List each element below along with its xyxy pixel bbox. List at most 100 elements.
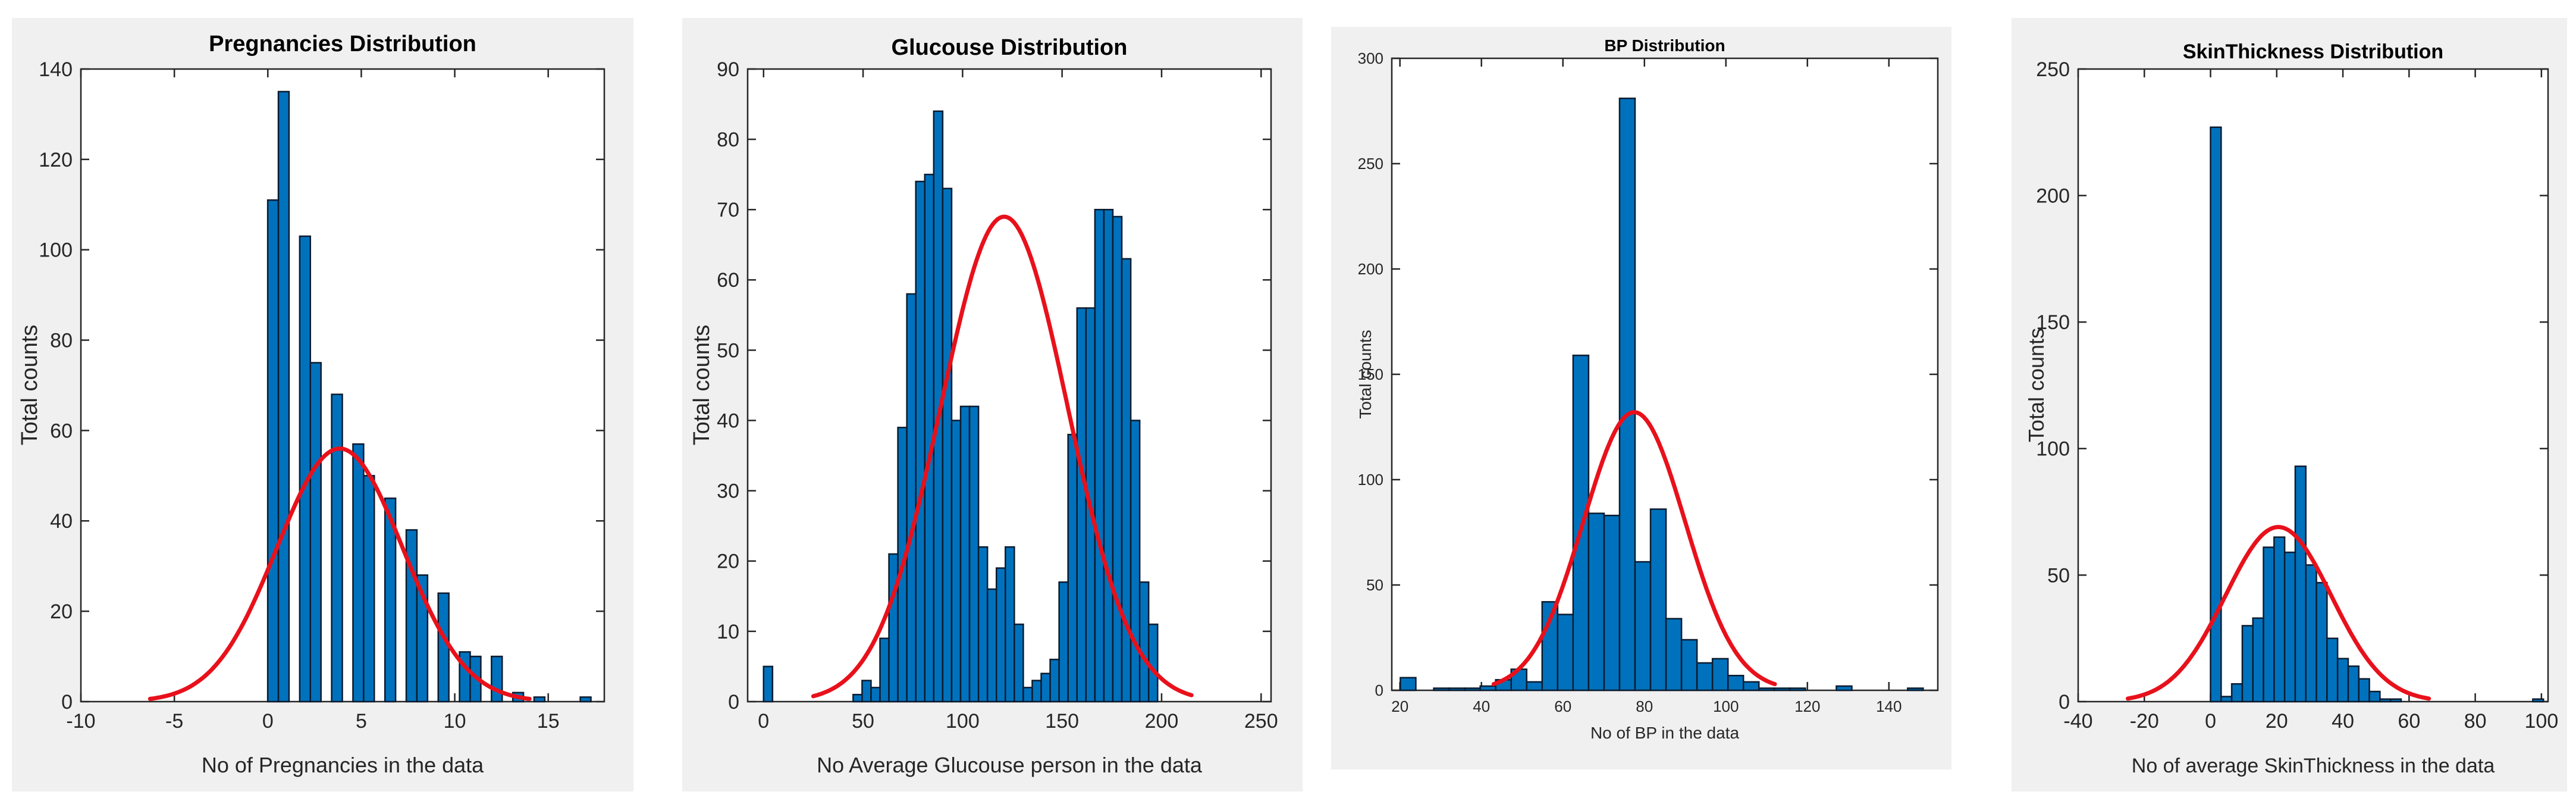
chart-title: BP Distribution [1604,36,1725,55]
histogram-bar [2532,698,2544,703]
normal-fit-curve [1491,410,1777,687]
histogram-bars [2210,126,2544,703]
x-tick-label: 100 [946,710,980,733]
x-tick-label: -20 [2130,710,2159,733]
histogram-bar [2220,696,2233,703]
histogram-bar [299,235,312,703]
y-axis-label: Total counts [2024,328,2048,442]
x-tick-label: 0 [262,710,274,733]
histogram-bar [1076,307,1087,703]
histogram-bar [2273,536,2286,703]
chart-title: Glucouse Distribution [892,35,1128,60]
x-tick-label: 15 [537,710,560,733]
histogram-bar [959,405,971,703]
axis-ticks: -10 -5 0 5 10 15 0 20 40 60 80 100 120 140 [39,58,604,733]
chart-panel-pregnancies: Pregnancies Distribution No of Pregnanci… [12,18,633,791]
x-tick-label: 200 [1145,710,1179,733]
y-tick-label: 50 [717,339,739,362]
chart-title: SkinThickness Distribution [2183,40,2443,63]
histogram-bars [763,110,1159,703]
axis-ticks: -40 -20 0 20 40 60 80 100 0 50 100 150 200 250 [2036,58,2558,733]
histogram-bar [2294,465,2307,703]
histogram-bar [870,687,881,703]
histogram-bar [2368,690,2381,703]
histogram-bar [2336,658,2349,703]
histogram-bar [1014,623,1024,703]
histogram-bar [950,420,962,703]
y-tick-label: 50 [1366,576,1383,594]
histogram-bar [763,665,774,703]
histogram-bars [1400,98,1924,692]
histogram-bar [1634,561,1652,692]
y-tick-label: 200 [2036,185,2070,208]
normal-fit-curve [811,214,1194,699]
histogram-bar [2263,546,2275,703]
histogram-bar [1022,687,1033,703]
histogram-bar [1742,681,1760,692]
y-tick-label: 100 [1358,471,1383,489]
histogram-bar [1448,687,1466,692]
histogram-bar [1103,208,1114,703]
histogram-bar [1557,614,1574,692]
x-axis-label: No of average SkinThickness in the data [2132,755,2495,777]
histogram-bar [2210,126,2222,703]
y-axis-label: Total counts [689,325,714,446]
y-tick-label: 60 [717,269,739,292]
x-tick-label: 50 [852,710,874,733]
x-tick-label: 5 [356,710,367,733]
histogram-bar [2283,551,2296,703]
histogram-bar [1618,98,1636,692]
normal-fit-curve [2126,525,2431,701]
histogram-bar [1058,581,1069,703]
y-tick-label: 20 [717,550,739,573]
histogram-bar [861,680,872,703]
histogram-bar [2315,581,2328,703]
histogram-bar [384,498,397,703]
histogram-bar [977,546,989,703]
histogram-bar [1129,420,1141,703]
y-tick-label: 0 [2059,691,2070,714]
x-tick-label: -40 [2063,710,2092,733]
histogram-bar [1138,581,1150,703]
x-tick-label: 140 [1876,697,1902,715]
x-axis-label: No of BP in the data [1590,724,1740,742]
histogram-bar [2305,564,2317,703]
histogram-bar [352,443,365,703]
histogram-bar [1067,433,1078,703]
y-tick-label: 0 [1375,681,1383,699]
y-tick-label: 50 [2047,564,2070,587]
histogram-bar [1758,687,1775,692]
y-tick-label: 140 [39,58,73,81]
x-axis-label: No of Pregnancies in the data [202,753,484,777]
x-tick-label: 150 [1045,710,1079,733]
histogram-bar [1031,680,1042,703]
histogram-bar [888,553,899,703]
x-tick-label: 10 [444,710,466,733]
y-tick-label: 90 [717,58,739,81]
y-tick-label: 200 [1358,260,1383,278]
y-tick-label: 0 [728,691,739,714]
histogram-bar [1665,618,1683,692]
y-tick-label: 250 [2036,58,2070,81]
chart-title: Pregnancies Distribution [209,32,476,57]
histogram-bar [986,588,997,703]
histogram-bar [2230,683,2244,703]
y-tick-label: 60 [50,420,73,442]
x-tick-label: 0 [758,710,769,733]
histogram-bar [996,567,1006,703]
histogram-bar [266,199,280,703]
histogram-bar [1649,508,1667,692]
x-tick-label: 100 [2525,710,2559,733]
x-tick-label: 80 [1636,697,1653,715]
x-tick-label: 120 [1794,697,1820,715]
histogram-bar [1587,512,1605,692]
histogram-bar [2347,665,2360,703]
y-tick-label: 40 [717,409,739,432]
axis-ticks: 0 50 100 150 200 250 0 10 20 30 40 50 60 70 80 90 [717,58,1278,733]
histogram-bar [1680,639,1698,692]
y-axis-label: Total counts [17,325,42,446]
y-tick-label: 100 [39,239,73,262]
y-tick-label: 150 [2036,311,2070,334]
x-tick-label: 40 [1473,697,1490,715]
